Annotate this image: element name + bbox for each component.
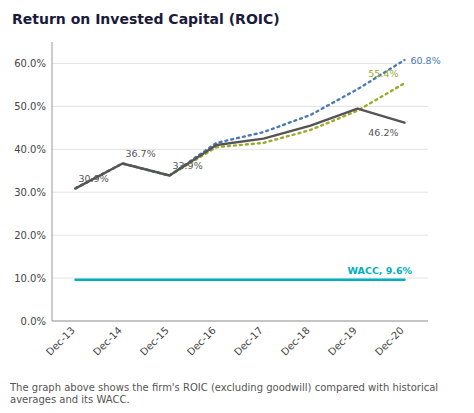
x-tick-label: Dec-16 — [185, 325, 218, 358]
lines — [76, 60, 405, 280]
x-tick-label: Dec-13 — [44, 325, 77, 358]
series-line — [76, 279, 405, 281]
grid-line — [52, 63, 428, 64]
y-tick-label: 50.0% — [14, 101, 46, 112]
data-label: 55.4% — [368, 68, 398, 79]
series-line — [76, 83, 405, 188]
y-tick-label: 20.0% — [14, 230, 46, 241]
y-tick-label: 0.0% — [21, 316, 46, 327]
grid — [52, 63, 428, 321]
y-tick-label: 60.0% — [14, 58, 46, 69]
x-axis-line — [52, 321, 428, 322]
grid-line — [52, 192, 428, 193]
footnote: The graph above shows the firm's ROIC (e… — [9, 382, 438, 405]
grid-line — [52, 106, 428, 107]
data-label: 46.2% — [368, 127, 398, 138]
x-tick-label: Dec-14 — [91, 325, 124, 358]
data-label: 36.7% — [126, 148, 156, 159]
data-label: 30.9% — [79, 173, 109, 184]
data-label: 60.8% — [411, 55, 441, 66]
x-tick-label: Dec-15 — [138, 325, 171, 358]
title: Return on Invested Capital (ROIC) — [12, 11, 280, 27]
y-tick-label: 30.0% — [14, 187, 46, 198]
series-line — [76, 109, 405, 189]
grid-line — [52, 149, 428, 150]
y-tick-label: 10.0% — [14, 273, 46, 284]
x-tick-label: Dec-18 — [279, 325, 312, 358]
x-tick-label: Dec-17 — [232, 325, 265, 358]
grid-line — [52, 321, 428, 322]
chart: Return on Invested Capital (ROIC) 0.0% 10.… — [0, 0, 474, 413]
grid-line — [52, 235, 428, 236]
x-tick-label: Dec-20 — [373, 325, 406, 358]
grid-line — [52, 278, 428, 279]
data-label: WACC, 9.6% — [348, 265, 413, 276]
data-label: 33.9% — [173, 160, 203, 171]
value-labels: WACC, 9.6% 55.4% 60.8% 30.9% 36.7% 33.9% 46.2% — [79, 55, 441, 276]
x-tick-label: Dec-19 — [326, 325, 359, 358]
series-line — [76, 60, 405, 188]
y-tick-label: 40.0% — [14, 144, 46, 155]
y-axis-line — [52, 42, 53, 321]
